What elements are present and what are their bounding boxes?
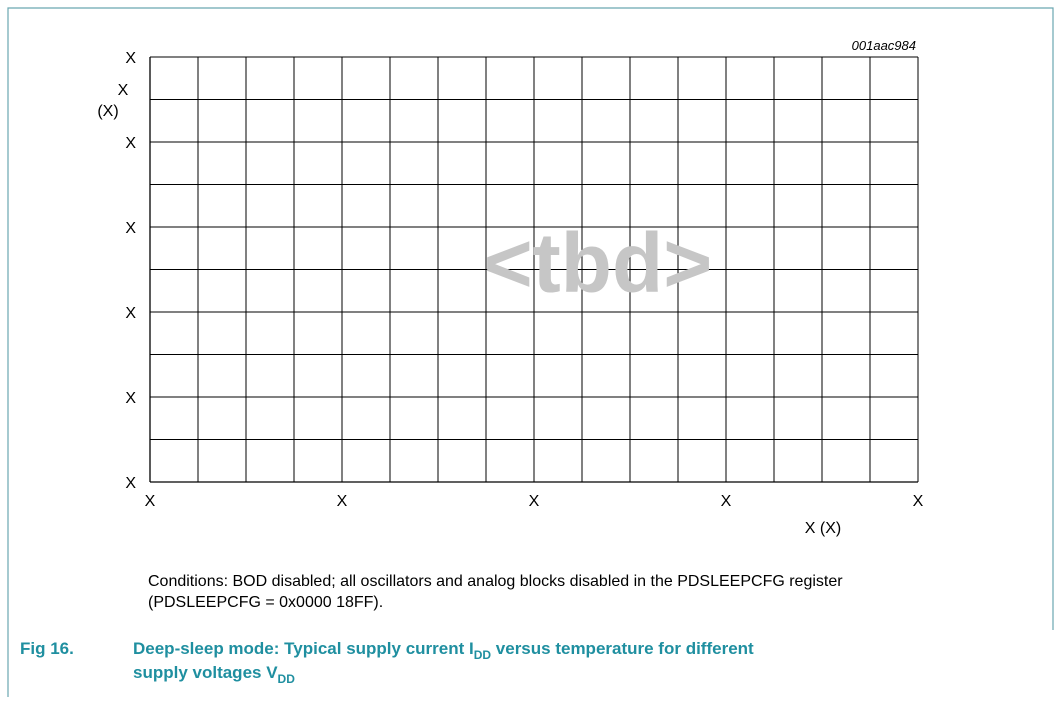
y-tick-label: X [125, 475, 136, 492]
y-tick-label: X [125, 220, 136, 237]
x-tick-label: X [337, 493, 348, 510]
frame [7, 7, 1054, 697]
caption-subscript: DD [474, 648, 492, 662]
y-axis-label: X [118, 82, 129, 99]
x-tick-label: X [721, 493, 732, 510]
x-tick-label: X [529, 493, 540, 510]
caption-text: supply voltages V [133, 663, 278, 682]
caption-subscript: DD [278, 672, 296, 686]
conditions: Conditions: BOD disabled; all oscillator… [148, 573, 843, 590]
y-tick-label: X [125, 50, 136, 67]
watermark: <tbd> [484, 216, 713, 310]
x-tick-label: X [913, 493, 924, 510]
x-axis-label: X (X) [805, 520, 841, 537]
x-tick-label: X [145, 493, 156, 510]
y-axis-unit: (X) [97, 103, 118, 120]
y-tick-label: X [125, 305, 136, 322]
figure-code: 001aac984 [852, 38, 916, 53]
grid [149, 56, 919, 483]
caption-text: versus temperature for different [491, 639, 754, 658]
caption-text: Deep-sleep mode: Typical supply current … [133, 639, 474, 658]
conditions: (PDSLEEPCFG = 0x0000 18FF). [148, 594, 383, 611]
caption-line: Deep-sleep mode: Typical supply current … [133, 639, 754, 662]
caption-number: Fig 16. [20, 639, 74, 658]
y-tick-label: X [125, 135, 136, 152]
y-tick-label: X [125, 390, 136, 407]
caption-line: supply voltages VDD [133, 663, 295, 686]
